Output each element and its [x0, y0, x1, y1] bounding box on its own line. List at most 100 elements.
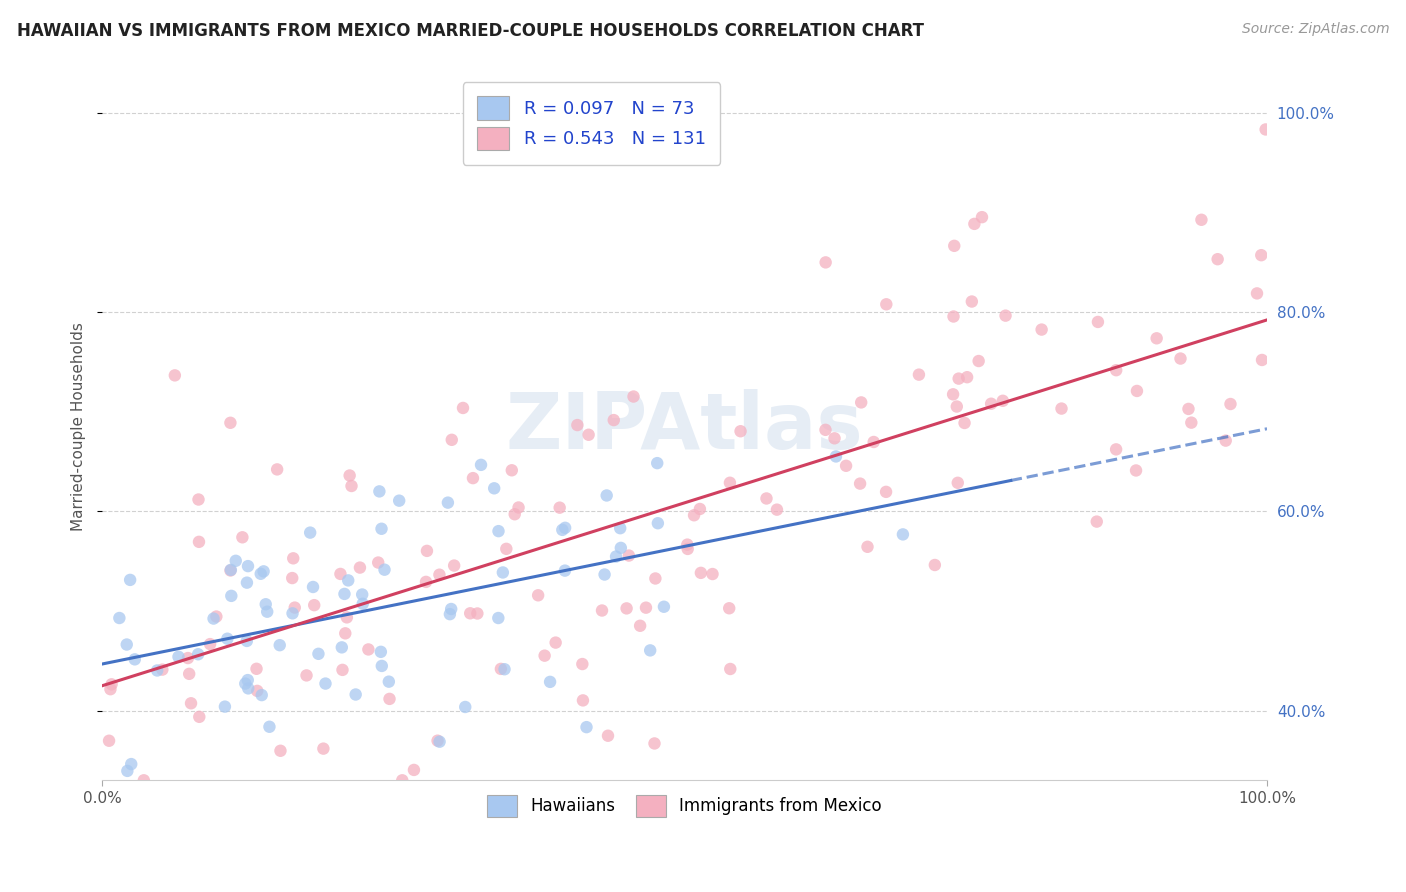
Point — [254, 597, 277, 611]
Point — [1191, 212, 1213, 227]
Point — [824, 431, 846, 445]
Point — [1180, 416, 1202, 430]
Point — [115, 638, 138, 652]
Point — [416, 544, 439, 558]
Point — [956, 370, 979, 384]
Point — [225, 554, 247, 568]
Point — [814, 423, 837, 437]
Point — [494, 662, 516, 676]
Point — [236, 575, 259, 590]
Point — [634, 600, 657, 615]
Point — [269, 744, 291, 758]
Point — [352, 587, 374, 601]
Point — [643, 736, 665, 750]
Point — [503, 507, 526, 521]
Point — [378, 692, 401, 706]
Y-axis label: Married-couple Households: Married-couple Households — [72, 322, 86, 531]
Point — [266, 462, 288, 476]
Point — [259, 720, 281, 734]
Point — [146, 664, 169, 678]
Point — [942, 310, 965, 324]
Point — [269, 638, 291, 652]
Point — [332, 663, 354, 677]
Point — [814, 255, 837, 269]
Point — [461, 471, 484, 485]
Point — [875, 297, 897, 311]
Point — [702, 567, 724, 582]
Point — [755, 491, 778, 506]
Point — [595, 488, 617, 502]
Point — [236, 559, 259, 574]
Point — [120, 573, 142, 587]
Point — [1250, 248, 1272, 262]
Point — [1246, 286, 1268, 301]
Point — [1050, 401, 1073, 416]
Point — [980, 397, 1002, 411]
Point — [283, 551, 305, 566]
Point — [1085, 515, 1108, 529]
Point — [943, 239, 966, 253]
Point — [851, 395, 873, 409]
Point — [249, 566, 271, 581]
Point — [486, 611, 509, 625]
Point — [946, 400, 969, 414]
Point — [219, 563, 242, 577]
Point — [718, 601, 741, 615]
Point — [284, 600, 307, 615]
Point — [616, 601, 638, 615]
Point — [946, 475, 969, 490]
Point — [302, 598, 325, 612]
Point — [508, 500, 530, 515]
Point — [440, 602, 463, 616]
Point — [849, 476, 872, 491]
Point — [167, 649, 190, 664]
Point — [1177, 401, 1199, 416]
Point — [402, 763, 425, 777]
Point — [551, 523, 574, 537]
Point — [970, 210, 993, 224]
Point — [533, 648, 555, 663]
Point — [252, 565, 274, 579]
Point — [415, 574, 437, 589]
Point — [652, 599, 675, 614]
Point — [330, 640, 353, 655]
Point — [221, 589, 243, 603]
Point — [357, 642, 380, 657]
Point — [367, 556, 389, 570]
Point — [371, 659, 394, 673]
Point — [942, 387, 965, 401]
Point — [527, 588, 550, 602]
Legend: Hawaiians, Immigrants from Mexico: Hawaiians, Immigrants from Mexico — [479, 787, 890, 825]
Point — [179, 666, 201, 681]
Point — [108, 611, 131, 625]
Point — [638, 643, 661, 657]
Point — [967, 354, 990, 368]
Point — [281, 571, 304, 585]
Point — [307, 647, 329, 661]
Point — [120, 757, 142, 772]
Point — [991, 393, 1014, 408]
Point — [1125, 463, 1147, 477]
Point — [315, 676, 337, 690]
Point — [98, 733, 121, 747]
Point — [205, 609, 228, 624]
Point — [856, 540, 879, 554]
Point — [963, 217, 986, 231]
Point — [683, 508, 706, 523]
Point — [575, 720, 598, 734]
Point — [730, 424, 752, 438]
Point — [554, 564, 576, 578]
Point — [647, 516, 669, 531]
Point — [596, 729, 619, 743]
Point — [391, 773, 413, 788]
Point — [440, 433, 463, 447]
Point — [488, 524, 510, 538]
Point — [429, 567, 451, 582]
Point — [426, 733, 449, 747]
Point — [645, 456, 668, 470]
Point — [548, 500, 571, 515]
Point — [623, 390, 645, 404]
Point — [219, 564, 242, 578]
Point — [202, 611, 225, 625]
Point — [617, 549, 640, 563]
